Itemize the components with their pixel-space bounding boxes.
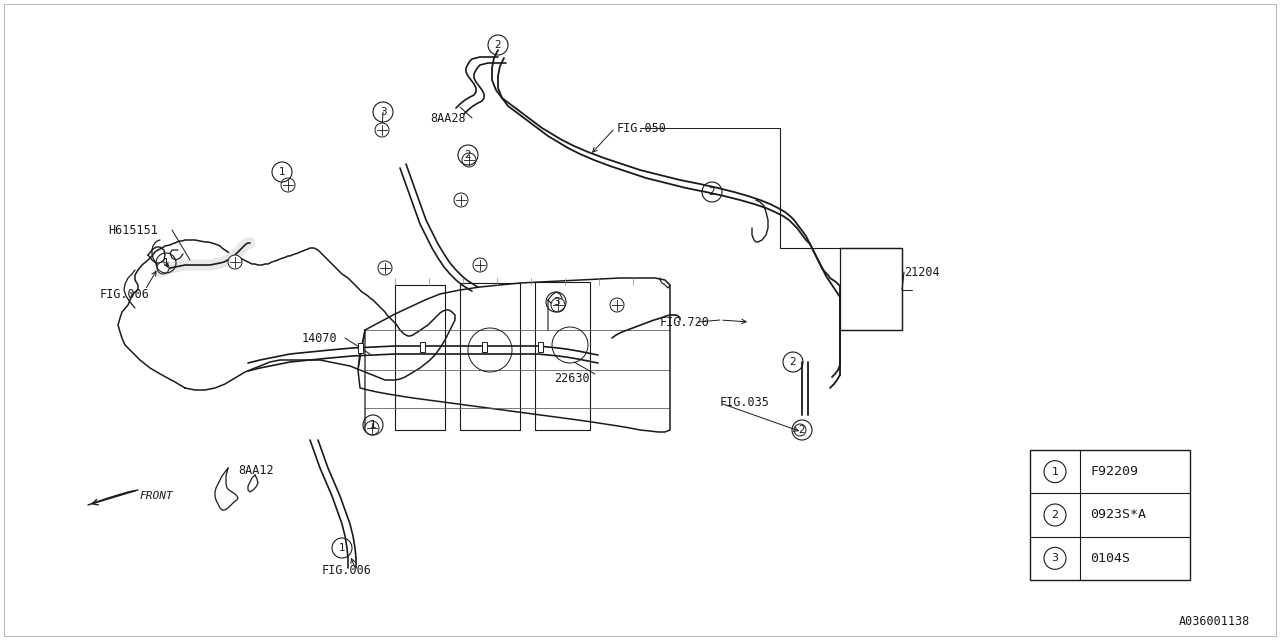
Bar	[481, 342, 486, 352]
Circle shape	[365, 421, 379, 435]
Text: 2: 2	[465, 150, 471, 160]
Text: 21204: 21204	[904, 266, 940, 278]
Text: F92209: F92209	[1091, 465, 1138, 478]
Text: 8AA12: 8AA12	[238, 463, 274, 477]
Text: FIG.006: FIG.006	[100, 289, 150, 301]
Circle shape	[454, 193, 468, 207]
Text: FRONT: FRONT	[140, 491, 174, 501]
Bar	[538, 342, 543, 352]
Circle shape	[474, 258, 486, 272]
Text: 2: 2	[1051, 510, 1059, 520]
Text: 2: 2	[709, 187, 716, 197]
Text: 14070: 14070	[302, 332, 338, 344]
Text: 0923S*A: 0923S*A	[1091, 509, 1146, 522]
Text: 2: 2	[790, 357, 796, 367]
Text: 1: 1	[339, 543, 346, 553]
Text: 1: 1	[279, 167, 285, 177]
Circle shape	[462, 153, 476, 167]
Text: 3: 3	[1051, 554, 1059, 563]
Bar	[357, 343, 362, 353]
Bar	[420, 342, 425, 352]
Circle shape	[550, 298, 564, 312]
Circle shape	[282, 178, 294, 192]
Bar	[1030, 450, 1190, 580]
Text: FIG.006: FIG.006	[323, 563, 372, 577]
Text: 22630: 22630	[554, 371, 590, 385]
Circle shape	[228, 255, 242, 269]
Bar	[840, 248, 902, 330]
Text: FIG.050: FIG.050	[617, 122, 667, 134]
Circle shape	[794, 424, 806, 436]
Text: 2: 2	[494, 40, 502, 50]
Text: 3: 3	[553, 297, 559, 307]
Text: 1: 1	[1051, 467, 1059, 477]
Circle shape	[157, 262, 169, 274]
Circle shape	[611, 298, 625, 312]
Text: 0104S: 0104S	[1091, 552, 1130, 565]
Circle shape	[378, 261, 392, 275]
Text: FIG.720: FIG.720	[660, 316, 710, 328]
Text: 8AA28: 8AA28	[430, 111, 466, 125]
Text: 1: 1	[163, 258, 169, 268]
Text: 3: 3	[380, 107, 387, 117]
Text: 2: 2	[799, 425, 805, 435]
Text: 1: 1	[370, 420, 376, 430]
Text: FIG.035: FIG.035	[719, 397, 769, 410]
Text: H615151: H615151	[108, 223, 157, 237]
Circle shape	[375, 123, 389, 137]
Text: A036001138: A036001138	[1179, 615, 1251, 628]
